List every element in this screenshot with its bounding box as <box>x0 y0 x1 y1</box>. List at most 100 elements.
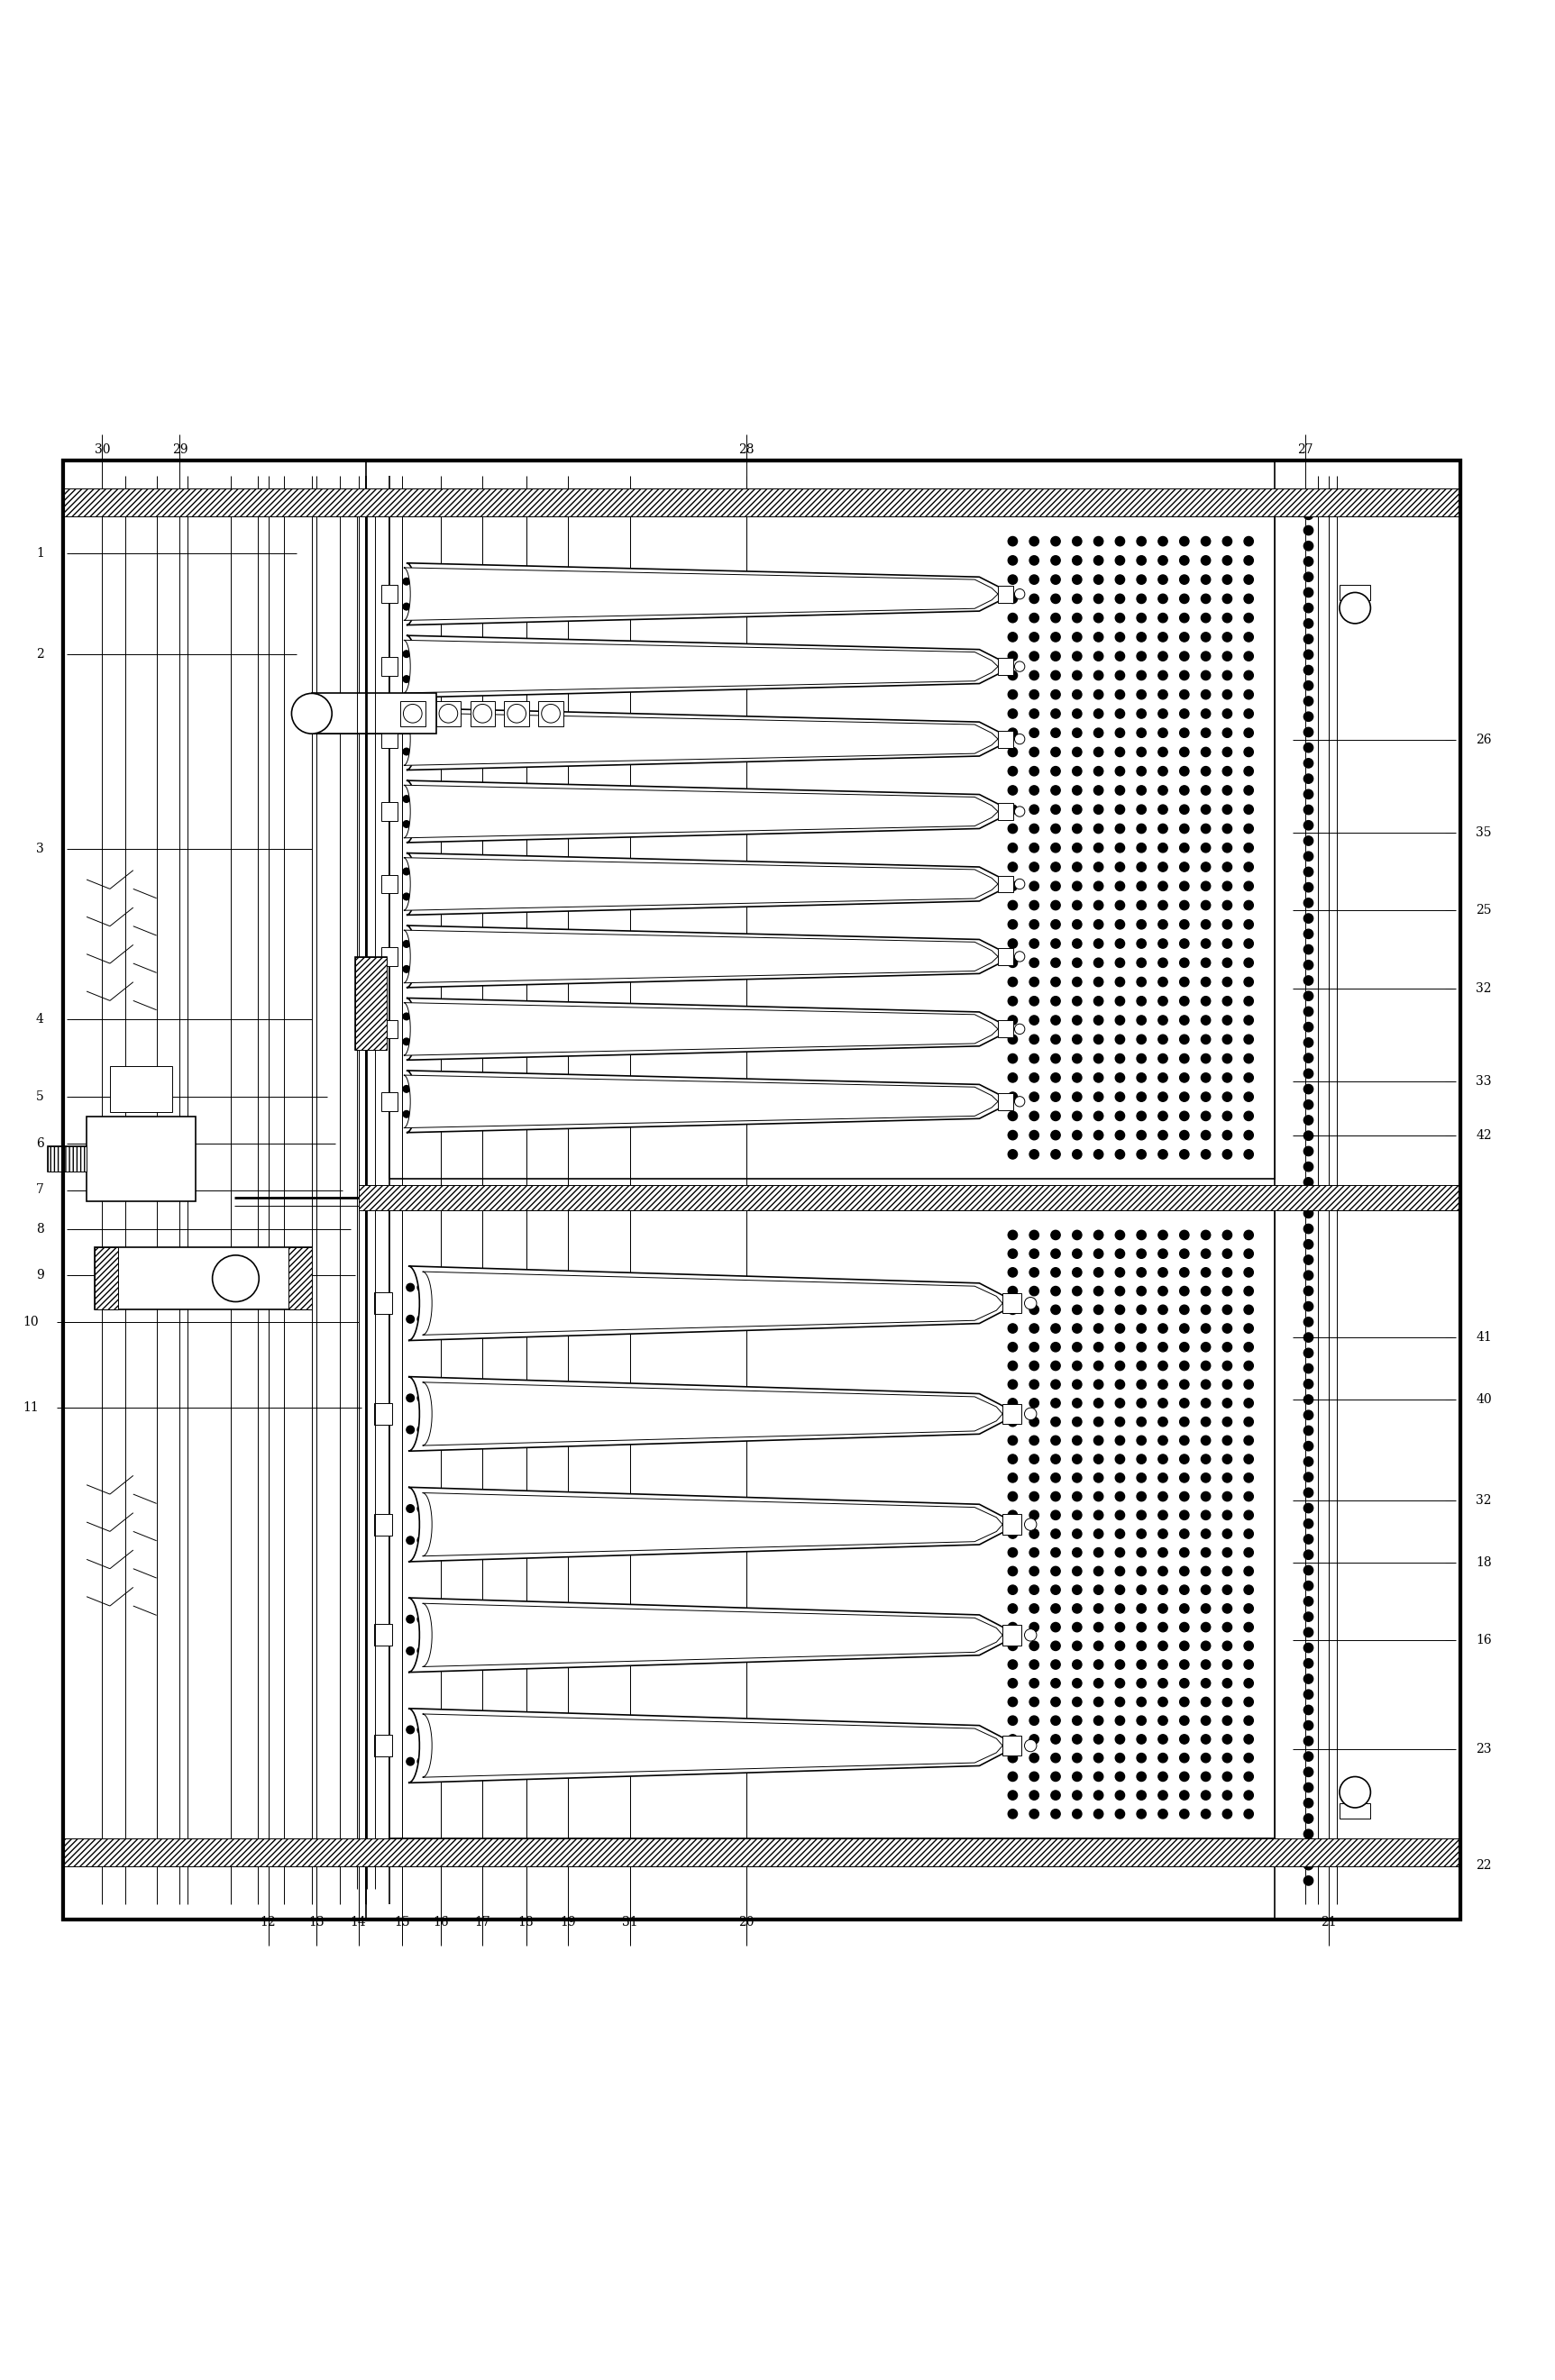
Circle shape <box>636 1756 644 1766</box>
Circle shape <box>1158 557 1168 564</box>
Circle shape <box>910 940 917 947</box>
Circle shape <box>882 578 889 585</box>
Circle shape <box>498 892 504 900</box>
Circle shape <box>725 1726 732 1733</box>
Bar <box>504 702 529 726</box>
Circle shape <box>1339 1775 1370 1809</box>
Circle shape <box>1073 1473 1082 1483</box>
Bar <box>998 1021 1014 1038</box>
Circle shape <box>538 1504 546 1511</box>
Circle shape <box>1014 952 1025 962</box>
Circle shape <box>1008 1754 1017 1764</box>
Circle shape <box>835 1038 841 1045</box>
Circle shape <box>647 966 655 973</box>
Circle shape <box>440 1085 448 1092</box>
Bar <box>389 516 1274 1178</box>
Circle shape <box>1073 862 1082 871</box>
Circle shape <box>835 1014 841 1021</box>
Circle shape <box>770 724 776 731</box>
Circle shape <box>910 1085 917 1092</box>
Circle shape <box>582 724 588 731</box>
Circle shape <box>1222 1035 1232 1045</box>
Circle shape <box>1051 785 1061 795</box>
Circle shape <box>703 1504 711 1511</box>
Circle shape <box>1158 728 1168 738</box>
Circle shape <box>494 1726 502 1733</box>
Circle shape <box>591 966 597 973</box>
Circle shape <box>449 940 457 947</box>
Circle shape <box>658 1616 666 1623</box>
Circle shape <box>468 940 476 947</box>
Circle shape <box>1029 1416 1039 1426</box>
Bar <box>64 488 1460 516</box>
Circle shape <box>919 966 927 973</box>
Circle shape <box>1073 997 1082 1007</box>
Circle shape <box>484 1616 491 1623</box>
Circle shape <box>751 1085 757 1092</box>
Text: 4: 4 <box>36 1014 44 1026</box>
Circle shape <box>603 1395 611 1402</box>
Circle shape <box>1051 747 1061 757</box>
Circle shape <box>1303 835 1312 845</box>
Circle shape <box>600 892 606 900</box>
Circle shape <box>1008 900 1017 909</box>
Circle shape <box>1303 526 1312 536</box>
Circle shape <box>505 1504 513 1511</box>
Circle shape <box>1222 823 1232 833</box>
Circle shape <box>958 966 964 973</box>
Circle shape <box>788 747 795 754</box>
Circle shape <box>751 821 757 828</box>
Circle shape <box>1008 1416 1017 1426</box>
Circle shape <box>571 1283 578 1292</box>
Circle shape <box>1008 940 1017 947</box>
Circle shape <box>619 1014 627 1021</box>
Circle shape <box>1008 1547 1017 1557</box>
Circle shape <box>614 1537 622 1545</box>
Circle shape <box>449 869 457 876</box>
Circle shape <box>1222 1547 1232 1557</box>
Circle shape <box>1008 1604 1017 1614</box>
Circle shape <box>1073 766 1082 776</box>
Circle shape <box>703 578 711 585</box>
Polygon shape <box>406 852 1006 914</box>
Circle shape <box>863 578 871 585</box>
Circle shape <box>770 650 776 657</box>
Circle shape <box>1051 1790 1061 1799</box>
Circle shape <box>625 1537 633 1545</box>
Circle shape <box>636 1537 644 1545</box>
Circle shape <box>1029 823 1039 833</box>
Circle shape <box>798 602 804 609</box>
Circle shape <box>760 676 767 683</box>
Circle shape <box>1158 1585 1168 1595</box>
Circle shape <box>459 650 466 657</box>
Circle shape <box>1200 1269 1210 1278</box>
Circle shape <box>636 1395 644 1402</box>
Circle shape <box>1073 1399 1082 1407</box>
Circle shape <box>563 1085 569 1092</box>
Circle shape <box>900 602 908 609</box>
Circle shape <box>544 1038 550 1045</box>
Circle shape <box>768 1537 776 1545</box>
Circle shape <box>723 747 729 754</box>
Circle shape <box>479 602 485 609</box>
Circle shape <box>403 1085 411 1092</box>
Circle shape <box>1244 536 1253 545</box>
Circle shape <box>610 966 616 973</box>
Circle shape <box>1303 588 1312 597</box>
Circle shape <box>684 966 692 973</box>
Circle shape <box>628 1038 636 1045</box>
Circle shape <box>1200 1771 1210 1780</box>
Circle shape <box>910 724 917 731</box>
Text: 10: 10 <box>23 1316 39 1328</box>
Circle shape <box>603 1537 611 1545</box>
Circle shape <box>844 676 851 683</box>
Circle shape <box>1051 1511 1061 1521</box>
Circle shape <box>760 821 767 828</box>
Circle shape <box>1200 1150 1210 1159</box>
Circle shape <box>1244 1035 1253 1045</box>
Circle shape <box>770 869 776 876</box>
Circle shape <box>462 1726 470 1733</box>
Circle shape <box>1158 1016 1168 1026</box>
Circle shape <box>1200 1111 1210 1121</box>
Circle shape <box>1115 1735 1124 1745</box>
